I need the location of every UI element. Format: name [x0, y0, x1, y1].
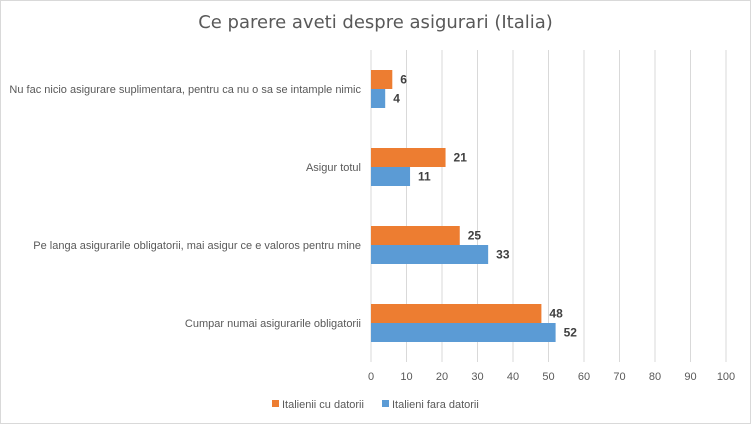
bar-cu-datorii	[371, 70, 393, 89]
x-tick-label: 20	[436, 371, 448, 383]
chart-title: Ce parere aveti despre asigurari (Italia…	[198, 12, 553, 33]
legend: Italienii cu datorii Italieni fara datori…	[272, 399, 479, 411]
data-label: 21	[454, 151, 468, 165]
bar-fara-datorii	[371, 323, 556, 342]
legend-entry: Italienii cu datorii	[282, 399, 364, 411]
data-label: 48	[549, 307, 563, 321]
data-label: 6	[400, 73, 407, 87]
legend-swatch	[382, 400, 389, 407]
data-label: 4	[393, 92, 400, 106]
x-tick-label: 80	[649, 371, 661, 383]
bar-cu-datorii	[371, 226, 460, 245]
x-tick-label: 0	[368, 371, 374, 383]
data-label: 25	[468, 229, 482, 243]
data-label: 52	[564, 326, 578, 340]
x-tick-label: 60	[578, 371, 590, 383]
category-label: Cumpar numai asigurarile obligatorii	[185, 318, 361, 330]
x-tick-label: 10	[400, 371, 412, 383]
x-axis-ticks: 0 10 20 30 40 50 60 70 80 90 100	[368, 371, 735, 383]
category-label: Asigur totul	[306, 162, 361, 174]
x-tick-label: 90	[684, 371, 696, 383]
bar-fara-datorii	[371, 167, 411, 186]
data-label: 33	[496, 248, 510, 262]
bar-cu-datorii	[371, 304, 542, 323]
category-label: Pe langa asigurarile obligatorii, mai as…	[33, 240, 361, 252]
legend-entry: Italieni fara datorii	[392, 399, 479, 411]
category-labels: Nu fac nicio asigurare suplimentara, pen…	[9, 84, 361, 330]
x-tick-label: 100	[717, 371, 735, 383]
x-tick-label: 40	[507, 371, 519, 383]
x-tick-label: 30	[471, 371, 483, 383]
x-tick-label: 50	[542, 371, 554, 383]
bar-fara-datorii	[371, 245, 489, 264]
legend-swatch	[272, 400, 279, 407]
category-label: Nu fac nicio asigurare suplimentara, pen…	[9, 84, 361, 96]
bar-cu-datorii	[371, 148, 446, 167]
x-tick-label: 70	[613, 371, 625, 383]
bar-fara-datorii	[371, 89, 386, 108]
data-label: 11	[418, 170, 431, 184]
